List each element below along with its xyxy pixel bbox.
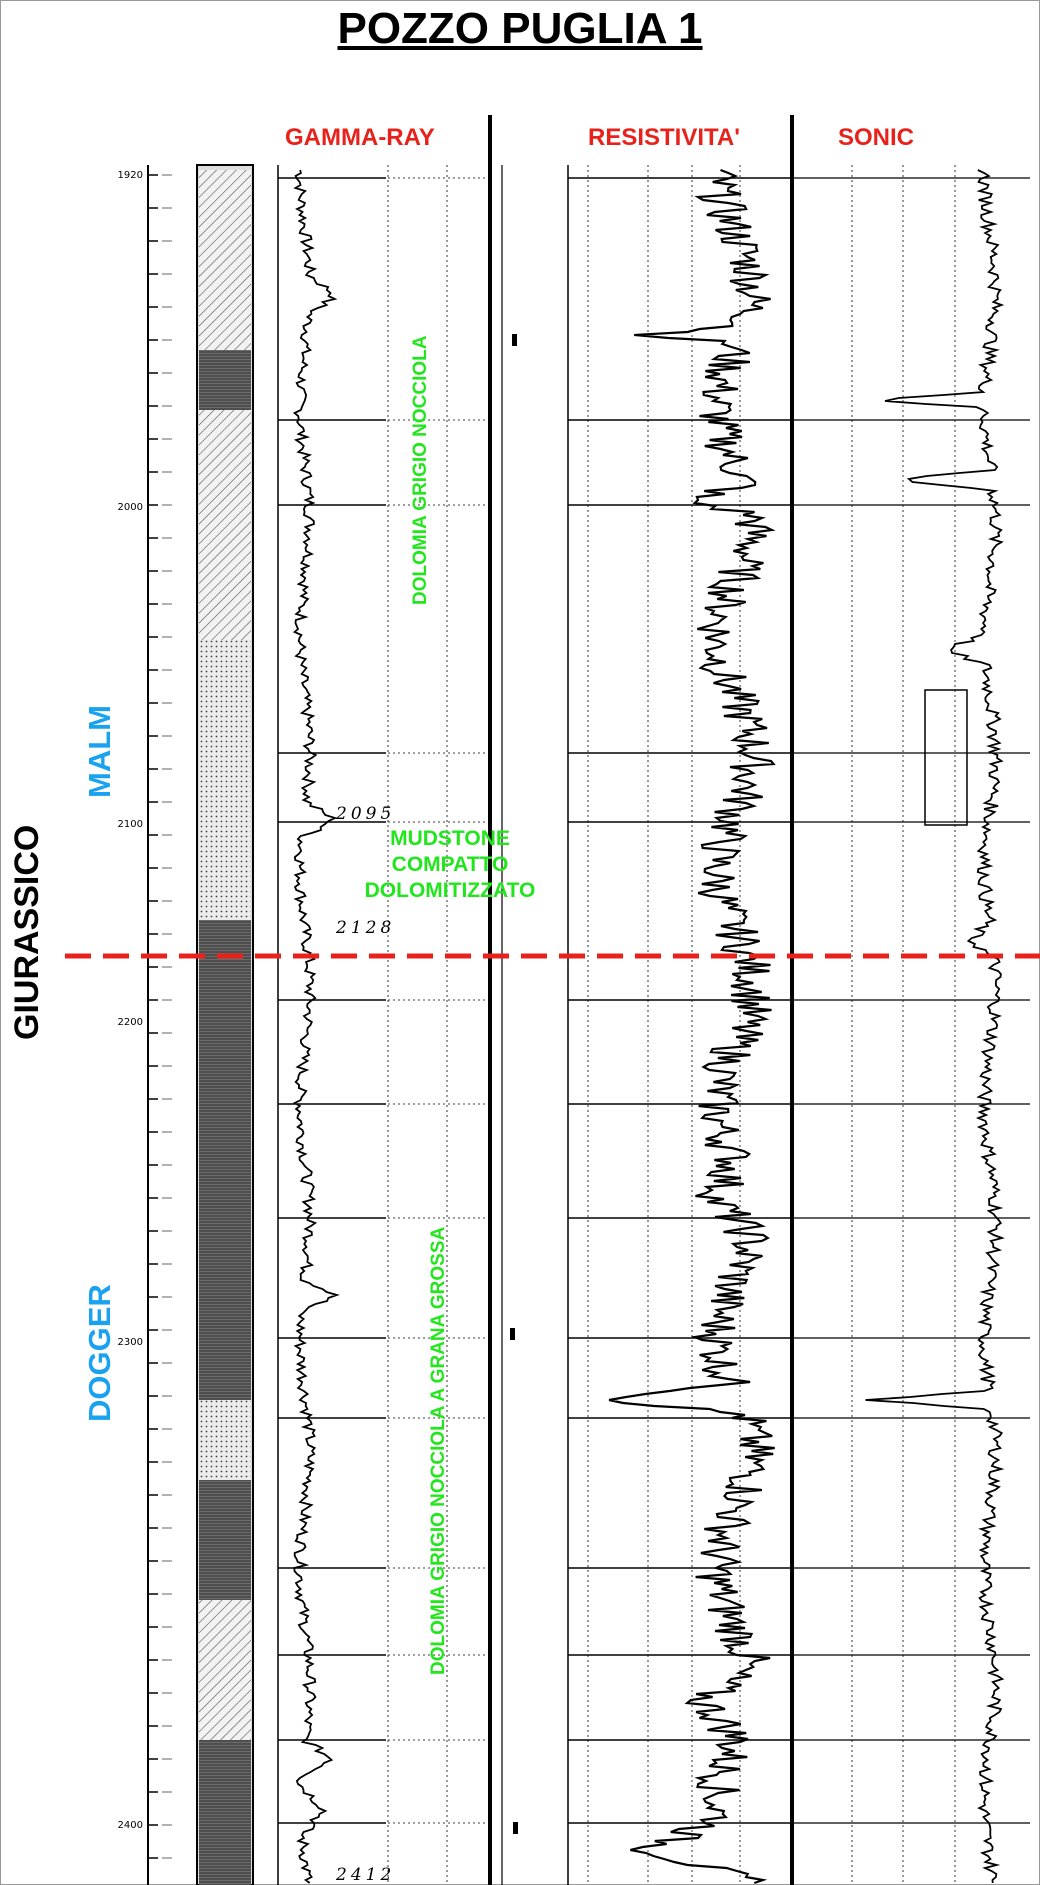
depth-tick-label: 2000 — [118, 502, 143, 513]
depth-mark-2095: 2095 — [335, 804, 395, 824]
sonic-track — [790, 115, 1006, 1885]
depth-tick-label: 2100 — [118, 819, 143, 830]
depth-tick-label: 1920 — [118, 170, 143, 181]
depth-mark-2128: 2128 — [335, 918, 395, 938]
sonic-header: SONIC — [838, 124, 915, 151]
era-label: GIURASSICO — [8, 824, 46, 1040]
epoch-dogger-label: DOGGER — [82, 1284, 117, 1422]
depth-grid-lines — [278, 177, 1030, 1824]
core-marks — [510, 334, 518, 1834]
lithology-column — [196, 164, 254, 1885]
lithology-middle-line-1: MUDSTONE — [390, 827, 510, 850]
gamma-ray-header: GAMMA-RAY — [285, 124, 435, 151]
depth-minor-ticks — [148, 174, 172, 1859]
resistivity-header: RESISTIVITA' — [588, 124, 740, 151]
depth-tick-label: 2400 — [118, 1820, 143, 1831]
lithology-middle-line-3: DOLOMITIZZATO — [364, 879, 536, 902]
epoch-malm-label: MALM — [82, 705, 117, 798]
depth-tick-label: 2200 — [118, 1017, 143, 1028]
resistivity-track — [567, 165, 776, 1885]
lithology-upper-label: DOLOMIA GRIGIO NOCCIOLA — [410, 335, 431, 605]
depth-tick-labels: 1920 2000 2100 2200 2300 2400 — [118, 170, 143, 1831]
depth-tick-label: 2300 — [118, 1337, 143, 1348]
resistivity-curve — [608, 168, 776, 1885]
gamma-ray-curve — [292, 169, 340, 1884]
depth-mark-2412: 2412 — [335, 1865, 395, 1885]
lithology-middle-label: MUDSTONE COMPATTO DOLOMITIZZATO — [345, 826, 555, 904]
page-title: POZZO PUGLIA 1 — [337, 4, 703, 53]
lithology-middle-line-2: COMPATTO — [391, 853, 509, 876]
lithology-lower-label: DOLOMIA GRIGIO NOCCIOLA A GRANA GROSSA — [428, 1226, 449, 1675]
sonic-curve — [865, 169, 1006, 1884]
